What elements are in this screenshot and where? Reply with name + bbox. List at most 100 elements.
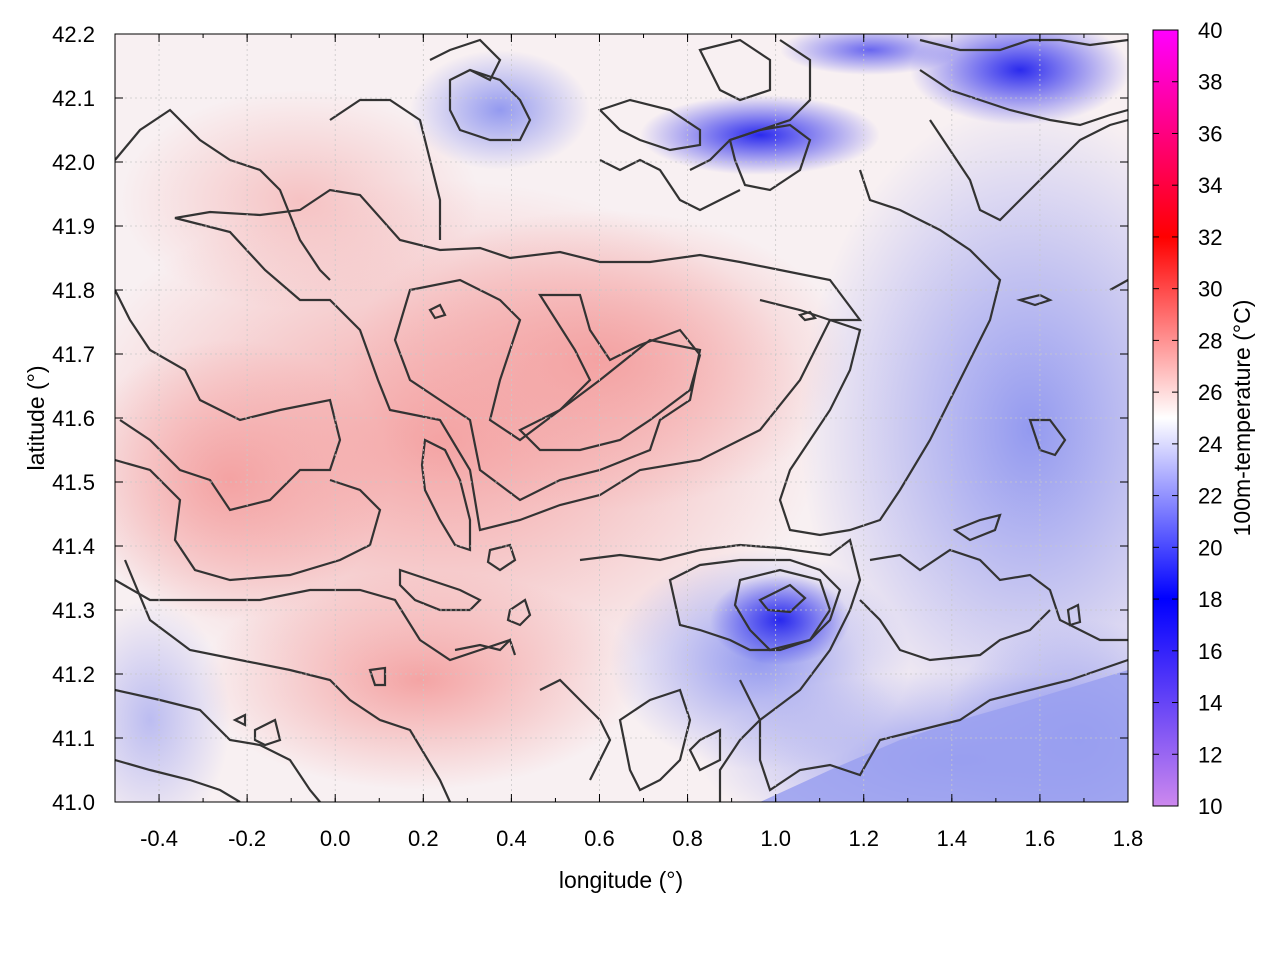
contour-line (115, 758, 241, 802)
temperature-field (115, 34, 1128, 802)
colorbar-tick-label: 30 (1198, 277, 1222, 302)
colorbar-tick-label: 14 (1198, 691, 1222, 716)
contour-line (539, 678, 612, 781)
y-tick-label: 42.2 (52, 22, 95, 47)
contour-line (1016, 293, 1053, 307)
contour-line (689, 39, 812, 171)
y-tick-label: 41.4 (52, 534, 95, 559)
contour-line (759, 169, 1002, 537)
warm-region (200, 570, 640, 790)
y-axis: 41.0 41.1 41.2 41.3 41.4 41.5 41.6 41.7 41.8 41.9… (52, 22, 1128, 815)
y-tick-label: 41.7 (52, 342, 95, 367)
x-tick-label: 1.0 (760, 826, 791, 851)
colorbar-tick-label: 26 (1198, 380, 1222, 405)
contour-line (429, 38, 502, 82)
sea-region (760, 670, 1128, 802)
colorbar-title: 100m-temperature (°C) (1229, 300, 1255, 537)
colorbar-tick-label: 12 (1198, 742, 1222, 767)
colorbar-tick-label: 16 (1198, 639, 1222, 664)
warm-region (120, 90, 480, 310)
contour-line (952, 513, 1002, 542)
colorbar-tick-label: 24 (1198, 432, 1222, 457)
contour-line (728, 123, 812, 192)
y-tick-label: 41.8 (52, 278, 95, 303)
contour-line (448, 68, 532, 142)
x-tick-label: 0.4 (496, 826, 527, 851)
y-tick-label: 42.0 (52, 150, 95, 175)
x-tick-label: 0.6 (584, 826, 615, 851)
warm-region (350, 210, 850, 510)
colorbar-tick-label: 38 (1198, 70, 1222, 95)
y-tick-label: 42.1 (52, 86, 95, 111)
contour-line (919, 69, 1128, 127)
contour-line (518, 293, 702, 452)
x-tick-label: 1.2 (848, 826, 879, 851)
colorbar-tick-label: 34 (1198, 173, 1222, 198)
x-tick-label: 1.6 (1025, 826, 1056, 851)
contour-line (115, 289, 342, 512)
contour-line (599, 158, 741, 212)
contour-line (506, 598, 532, 627)
contour-line (420, 438, 472, 552)
x-tick-label: 0.2 (408, 826, 439, 851)
contour-line (698, 38, 772, 102)
colorbar-tick-label: 40 (1198, 18, 1222, 43)
x-tick-label: 1.8 (1113, 826, 1144, 851)
colorbar-tick-label: 32 (1198, 225, 1222, 250)
contour-line (739, 658, 1128, 792)
y-tick-label: 41.1 (52, 726, 95, 751)
colorbar-tick-label: 36 (1198, 121, 1222, 146)
warm-region (115, 340, 390, 620)
x-tick-label: 0.0 (320, 826, 351, 851)
contour-line (115, 579, 511, 662)
colorbar: 10 12 14 16 18 20 22 24 26 28 30 32 34 36 38 40 100m-te… (1152, 18, 1255, 819)
cool-region (800, 100, 1128, 760)
contour-line (668, 558, 842, 652)
contour-line (115, 458, 382, 582)
colorbar-tick-label: 10 (1198, 794, 1222, 819)
contour-line (579, 538, 862, 802)
colorbar-tick-label: 28 (1198, 328, 1222, 353)
x-tick-label: 1.4 (937, 826, 968, 851)
y-axis-title: latitude (°) (23, 365, 49, 470)
y-tick-label: 41.0 (52, 790, 95, 815)
y-tick-label: 41.2 (52, 662, 95, 687)
cold-core (910, 34, 1128, 125)
contour-line (597, 98, 702, 152)
contour-line (368, 666, 387, 687)
contour-line (733, 568, 832, 652)
contour-line (929, 118, 1128, 222)
contour-line (1109, 279, 1128, 291)
contour-line (393, 278, 702, 502)
cold-core (710, 575, 850, 665)
y-tick-label: 41.9 (52, 214, 95, 239)
contour-lines (115, 38, 1128, 802)
cool-region (410, 50, 590, 170)
contour-line (919, 38, 1128, 52)
contour-line (329, 98, 442, 240)
cool-region (115, 600, 230, 802)
contour-line (123, 559, 452, 802)
contour-line (869, 548, 1128, 642)
contour-line (618, 688, 692, 792)
cold-core (780, 34, 960, 75)
contour-line (232, 713, 247, 727)
colorbar-tick-label: 20 (1198, 535, 1222, 560)
y-tick-label: 41.3 (52, 598, 95, 623)
x-axis: -0.4 -0.2 0.0 0.2 0.4 0.6 0.8 1.0 1.2 1.4 1.6 1.8 (114, 34, 1144, 851)
x-axis-title: longitude (°) (559, 867, 683, 893)
contour-line (115, 688, 321, 802)
y-tick-label: 41.5 (52, 470, 95, 495)
x-tick-label: 0.8 (672, 826, 703, 851)
y-tick-label: 41.6 (52, 406, 95, 431)
contour-line (1066, 603, 1082, 627)
contour-line (859, 599, 1051, 662)
contour-line (428, 303, 447, 320)
x-tick-label: -0.4 (140, 826, 178, 851)
colorbar-tick-label: 22 (1198, 484, 1222, 509)
cold-core (640, 95, 880, 175)
colorbar-ticks: 10 12 14 16 18 20 22 24 26 28 30 32 34 36 38 40 (1153, 18, 1222, 819)
colorbar-tick-label: 18 (1198, 587, 1222, 612)
contour-line (688, 728, 722, 772)
